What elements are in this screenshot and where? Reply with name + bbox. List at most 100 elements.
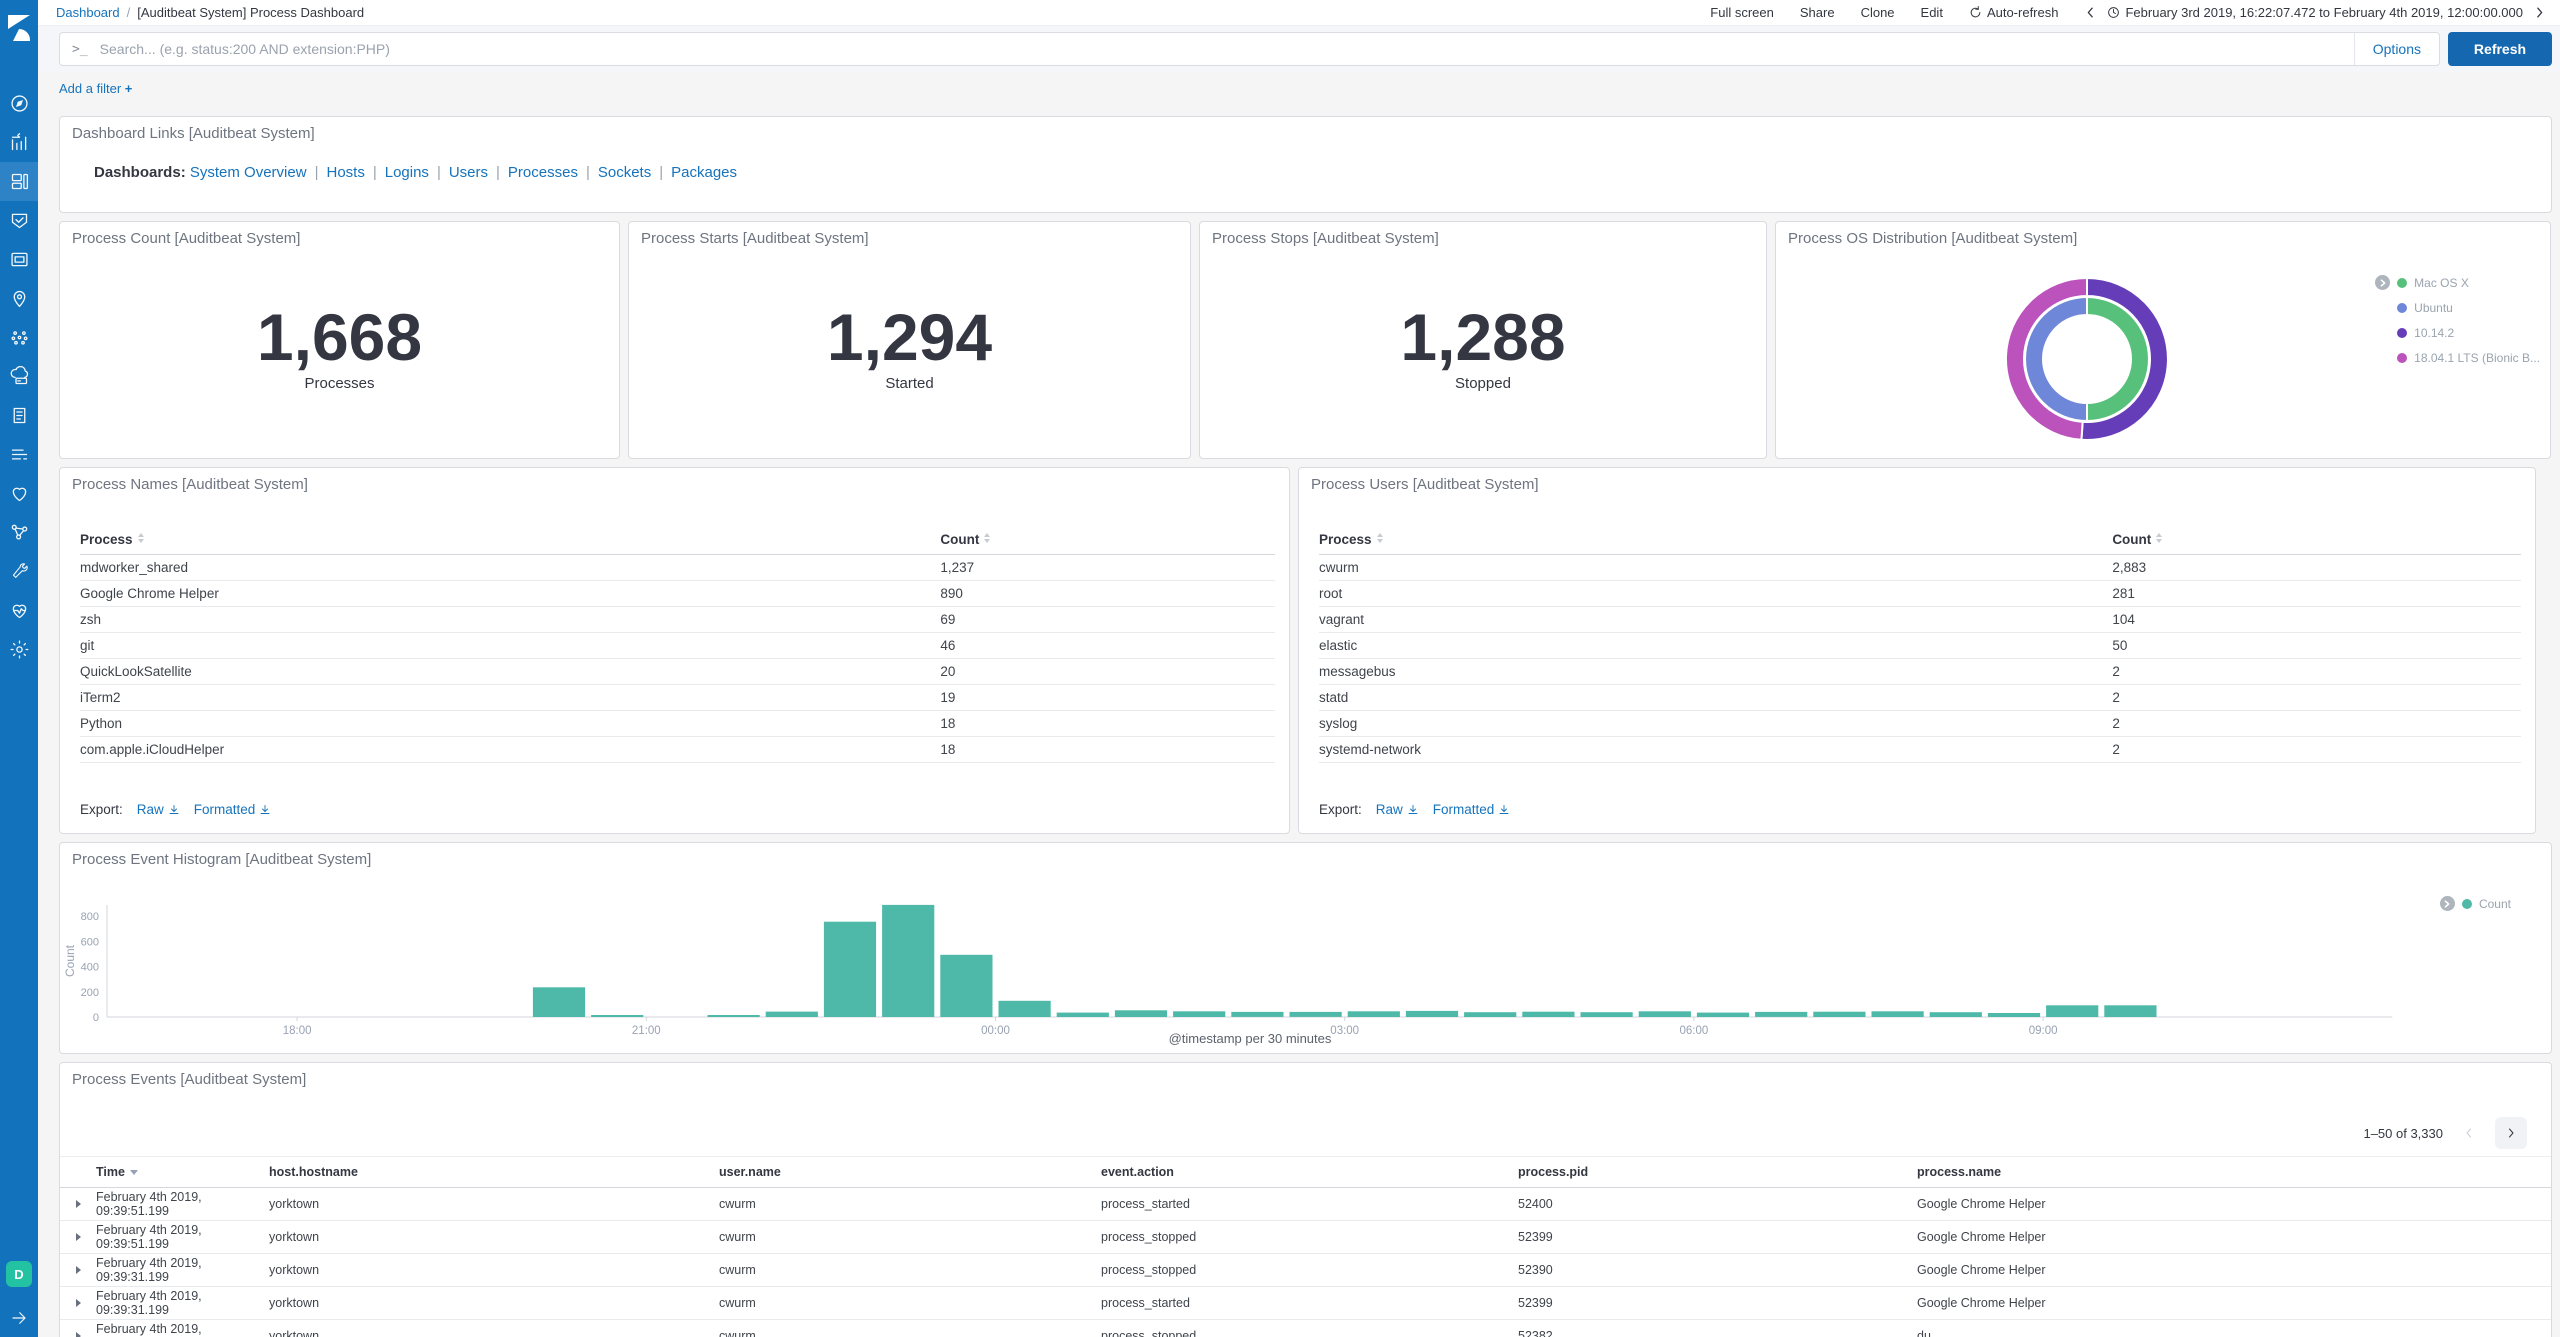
histogram-bar[interactable] [940, 954, 993, 1017]
export-formatted-link[interactable]: Formatted [194, 802, 272, 817]
nav-machine-learning-icon[interactable] [0, 318, 38, 357]
legend-label[interactable]: 10.14.2 [2414, 325, 2455, 340]
full-screen-button[interactable]: Full screen [1710, 5, 1774, 20]
os-distribution-donut-chart[interactable] [1776, 255, 2336, 461]
histogram-bar[interactable] [1638, 1011, 1691, 1017]
nav-dev-tools-icon[interactable] [0, 552, 38, 591]
nav-apm-icon[interactable] [0, 435, 38, 474]
dashboard-link[interactable]: Hosts [326, 164, 365, 181]
nav-discover-icon[interactable] [0, 84, 38, 123]
legend-label[interactable]: 18.04.1 LTS (Bionic B... [2414, 350, 2540, 365]
histogram-bar[interactable] [1173, 1011, 1226, 1017]
histogram-bar[interactable] [1522, 1011, 1575, 1017]
nav-infrastructure-icon[interactable] [0, 357, 38, 396]
histogram-bar[interactable] [2104, 1005, 2157, 1017]
nav-logs-icon[interactable] [0, 396, 38, 435]
add-filter-link[interactable]: Add a filter + [59, 81, 133, 96]
nav-monitoring-icon[interactable] [0, 591, 38, 630]
export-formatted-link[interactable]: Formatted [1433, 802, 1511, 817]
nav-uptime-icon[interactable] [0, 474, 38, 513]
legend-label[interactable]: Count [2478, 896, 2511, 911]
options-link[interactable]: Options [2372, 41, 2421, 57]
nav-dashboard-icon[interactable] [0, 162, 38, 201]
histogram-bar[interactable] [998, 1000, 1051, 1017]
collapse-nav-icon[interactable] [0, 1309, 38, 1327]
column-header-process[interactable]: Process [80, 525, 941, 555]
link-separator: | [496, 164, 500, 181]
histogram-bar[interactable] [1813, 1011, 1866, 1017]
nav-graph-icon[interactable] [0, 513, 38, 552]
histogram-bar[interactable] [1696, 1012, 1750, 1017]
histogram-bar[interactable] [1056, 1012, 1109, 1017]
event-histogram-chart[interactable]: 0 200 400 600 800 18:00 21:00 00:00 03:00 06:00 09… [60, 878, 2551, 1054]
share-button[interactable]: Share [1799, 5, 1835, 20]
histogram-bar[interactable] [1871, 1011, 1924, 1017]
donut-slice[interactable] [2024, 295, 2088, 423]
time-forward-chevron-icon[interactable] [2533, 6, 2546, 19]
breadcrumb-dashboard-link[interactable]: Dashboard [56, 5, 120, 20]
histogram-bar[interactable] [532, 987, 586, 1017]
histogram-bar[interactable] [591, 1015, 644, 1017]
expand-row-icon[interactable] [60, 1266, 96, 1274]
column-header-time[interactable]: Time [96, 1165, 269, 1179]
dashboard-link[interactable]: Packages [671, 164, 737, 181]
process-cell: vagrant [1319, 606, 2113, 633]
histogram-bar[interactable] [882, 904, 935, 1017]
edit-button[interactable]: Edit [1920, 5, 1943, 20]
legend-label[interactable]: Mac OS X [2414, 275, 2469, 290]
expand-row-icon[interactable] [60, 1299, 96, 1307]
time-range-button[interactable]: February 3rd 2019, 16:22:07.472 to Febru… [2107, 5, 2523, 20]
event-cell: du [1917, 1329, 1931, 1337]
previous-page-button[interactable] [2453, 1117, 2485, 1149]
column-header-process[interactable]: Process [1319, 525, 2113, 555]
expand-row-icon[interactable] [60, 1233, 96, 1241]
auto-refresh-button[interactable]: Auto-refresh [1969, 5, 2058, 20]
dashboard-link[interactable]: Processes [507, 164, 578, 181]
dashboard-link[interactable]: Logins [384, 164, 429, 181]
expand-row-icon[interactable] [60, 1332, 96, 1337]
dashboard-link[interactable]: System Overview [189, 164, 307, 181]
legend-toggle-chevron-icon[interactable] [2439, 896, 2455, 911]
histogram-bar[interactable] [1289, 1011, 1342, 1017]
nav-timelion-icon[interactable] [0, 201, 38, 240]
legend-label[interactable]: Ubuntu [2414, 300, 2453, 315]
nav-maps-icon[interactable] [0, 279, 38, 318]
histogram-bar[interactable] [1405, 1010, 1459, 1017]
nav-visualize-icon[interactable] [0, 123, 38, 162]
column-header-count[interactable]: Count [2112, 525, 2521, 555]
space-badge[interactable]: D [6, 1261, 32, 1287]
export-raw-link[interactable]: Raw [1376, 802, 1419, 817]
dashboard-link[interactable]: Sockets [597, 164, 652, 181]
histogram-bar[interactable] [1929, 1012, 1982, 1017]
export-raw-link[interactable]: Raw [137, 802, 180, 817]
event-cell: Google Chrome Helper [1917, 1230, 2046, 1244]
histogram-bar[interactable] [2046, 1005, 2099, 1017]
column-header-count[interactable]: Count [940, 525, 1275, 555]
kibana-logo-icon[interactable] [0, 0, 38, 56]
histogram-bar[interactable] [1987, 1013, 2041, 1017]
histogram-bar[interactable] [1580, 1012, 1633, 1017]
histogram-bar[interactable] [1464, 1012, 1517, 1017]
histogram-bar[interactable] [1231, 1011, 1284, 1017]
clone-button[interactable]: Clone [1860, 5, 1895, 20]
histogram-bar[interactable] [1114, 1010, 1168, 1017]
nav-management-icon[interactable] [0, 630, 38, 669]
histogram-bar[interactable] [823, 921, 877, 1017]
search-input[interactable] [99, 41, 2354, 57]
legend-toggle-chevron-icon[interactable] [2375, 275, 2391, 290]
histogram-bar[interactable] [1347, 1011, 1400, 1017]
histogram-bar[interactable] [1755, 1011, 1808, 1017]
histogram-bar[interactable] [707, 1015, 760, 1017]
nav-canvas-icon[interactable] [0, 240, 38, 279]
donut-slice[interactable] [2005, 276, 2088, 441]
table-row: iTerm2 19 [80, 684, 1275, 711]
dashboard-link[interactable]: Users [448, 164, 489, 181]
refresh-button[interactable]: Refresh [2448, 32, 2552, 66]
table-row: syslog 2 [1319, 710, 2521, 737]
panel-process-starts: Process Starts [Auditbeat System] 1,294 … [628, 221, 1191, 459]
time-back-chevron-icon[interactable] [2084, 6, 2097, 19]
histogram-bar[interactable] [765, 1011, 818, 1017]
event-cell: yorktown [269, 1263, 320, 1277]
expand-row-icon[interactable] [60, 1200, 96, 1208]
next-page-button[interactable] [2495, 1117, 2527, 1149]
